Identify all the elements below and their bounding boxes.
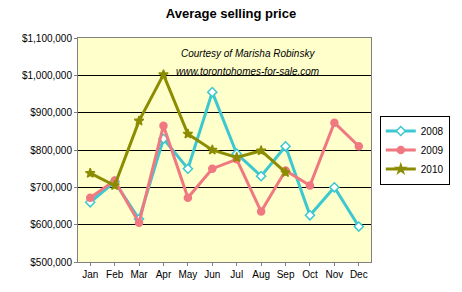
svg-text:www.torontohomes-for-sale.com: www.torontohomes-for-sale.com <box>176 66 319 77</box>
svg-text:$600,000: $600,000 <box>30 219 72 230</box>
svg-text:2009: 2009 <box>421 145 444 156</box>
svg-text:Jul: Jul <box>230 269 243 280</box>
svg-text:Average selling price: Average selling price <box>166 6 296 21</box>
svg-text:$700,000: $700,000 <box>30 182 72 193</box>
svg-text:Oct: Oct <box>302 269 318 280</box>
svg-text:Courtesy of Marisha Robinsky: Courtesy of Marisha Robinsky <box>181 48 315 59</box>
svg-text:Aug: Aug <box>252 269 270 280</box>
svg-text:2010: 2010 <box>421 164 444 175</box>
svg-text:2008: 2008 <box>421 126 444 137</box>
svg-text:May: May <box>178 269 197 280</box>
svg-text:$800,000: $800,000 <box>30 145 72 156</box>
svg-text:Jun: Jun <box>204 269 220 280</box>
svg-text:Jan: Jan <box>82 269 98 280</box>
svg-text:$1,100,000: $1,100,000 <box>22 33 72 44</box>
svg-text:$900,000: $900,000 <box>30 107 72 118</box>
svg-text:Feb: Feb <box>106 269 124 280</box>
svg-text:Nov: Nov <box>325 269 343 280</box>
svg-text:Sep: Sep <box>277 269 295 280</box>
svg-text:$500,000: $500,000 <box>30 257 72 268</box>
svg-text:$1,000,000: $1,000,000 <box>22 70 72 81</box>
svg-text:Dec: Dec <box>350 269 368 280</box>
svg-text:Mar: Mar <box>130 269 148 280</box>
svg-text:Apr: Apr <box>156 269 172 280</box>
